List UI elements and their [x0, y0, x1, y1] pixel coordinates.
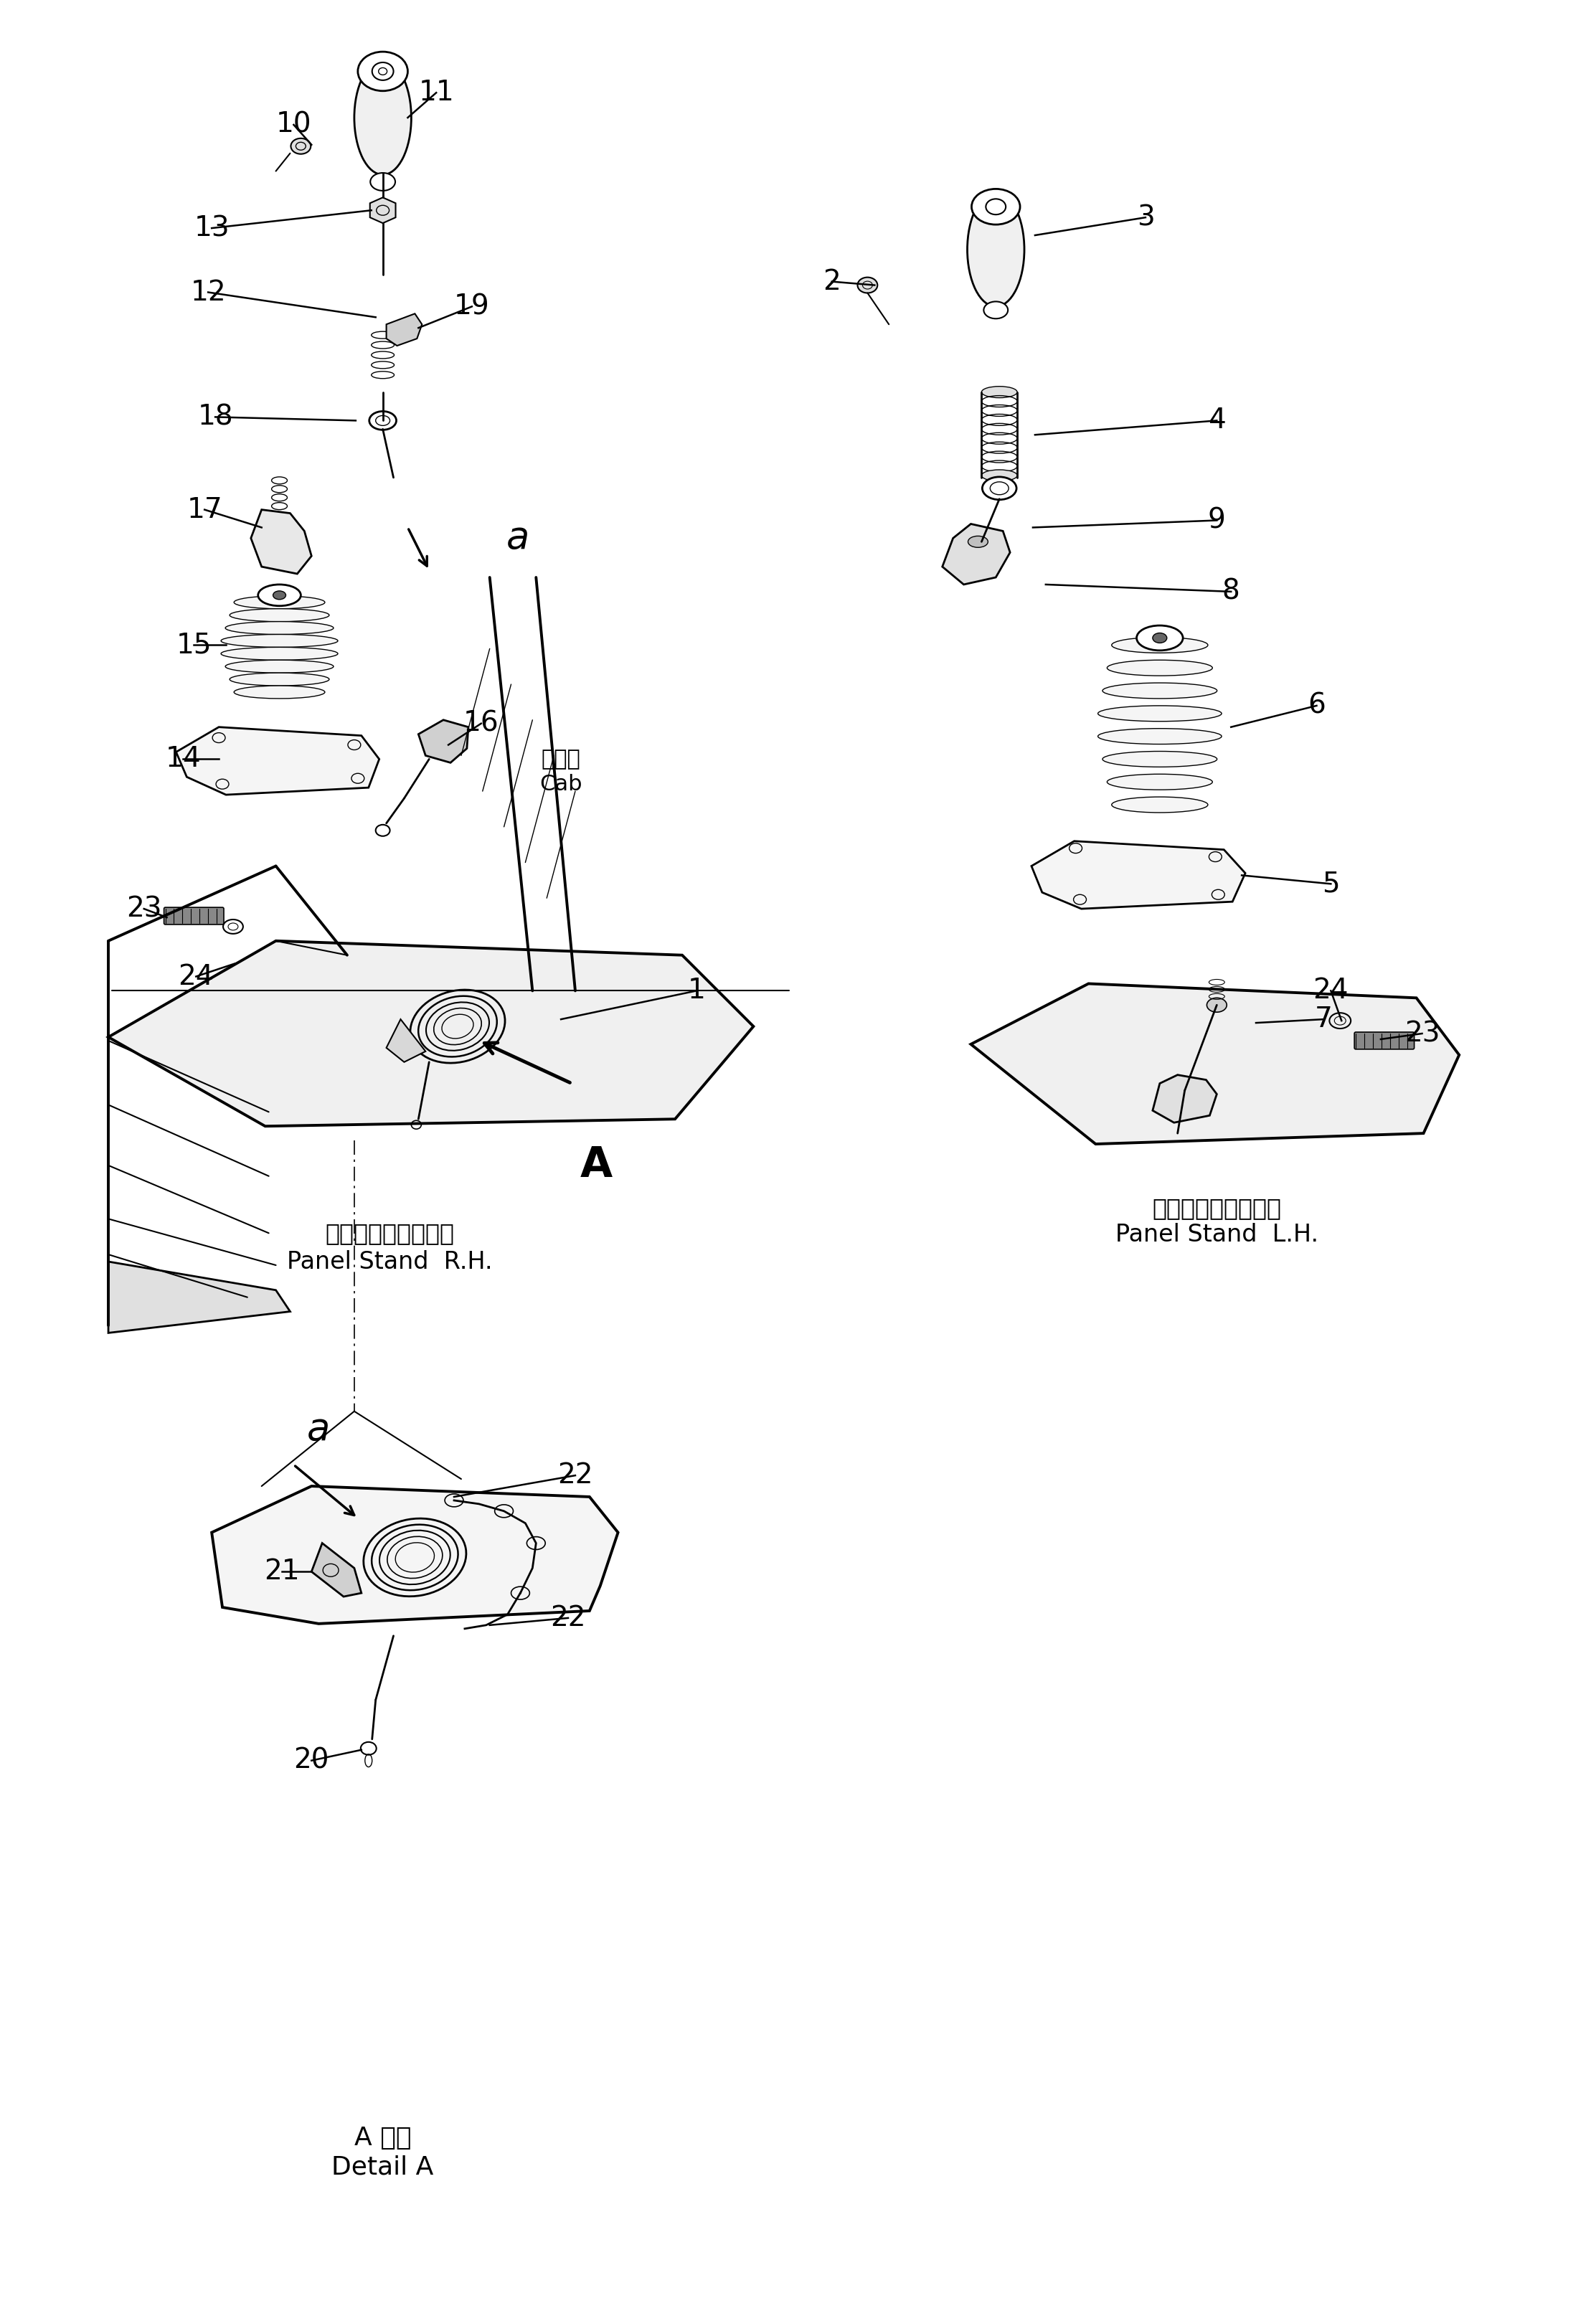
Polygon shape: [109, 1262, 290, 1333]
Ellipse shape: [354, 60, 412, 175]
Text: a: a: [506, 519, 530, 556]
Text: 14: 14: [166, 745, 201, 772]
Polygon shape: [109, 940, 753, 1126]
Ellipse shape: [358, 53, 407, 92]
Text: 15: 15: [176, 632, 212, 660]
Polygon shape: [251, 510, 311, 574]
Polygon shape: [212, 1487, 618, 1625]
Ellipse shape: [273, 591, 286, 600]
Ellipse shape: [1103, 751, 1218, 768]
Ellipse shape: [230, 673, 329, 685]
Ellipse shape: [972, 188, 1020, 225]
Ellipse shape: [967, 193, 1025, 306]
Text: 1: 1: [688, 977, 705, 1004]
Ellipse shape: [982, 469, 1017, 480]
Text: 20: 20: [294, 1746, 329, 1774]
Text: Cab: Cab: [539, 774, 583, 795]
Polygon shape: [1152, 1075, 1216, 1124]
Text: 16: 16: [463, 710, 500, 738]
Ellipse shape: [1112, 797, 1208, 813]
Polygon shape: [942, 524, 1010, 584]
Polygon shape: [386, 1020, 426, 1062]
Text: 6: 6: [1307, 692, 1326, 719]
Text: Panel Stand  L.H.: Panel Stand L.H.: [1116, 1223, 1318, 1246]
Text: キャブ: キャブ: [541, 749, 581, 770]
Text: 24: 24: [179, 963, 214, 990]
Text: 3: 3: [1136, 205, 1154, 232]
Ellipse shape: [230, 609, 329, 620]
Text: 22: 22: [557, 1462, 594, 1489]
Text: a: a: [306, 1411, 330, 1448]
Text: 23: 23: [126, 896, 161, 921]
Ellipse shape: [235, 595, 326, 609]
Ellipse shape: [1152, 632, 1167, 643]
Text: 17: 17: [187, 496, 222, 524]
FancyBboxPatch shape: [164, 908, 223, 924]
Polygon shape: [370, 198, 396, 223]
Ellipse shape: [225, 620, 334, 634]
Text: A: A: [581, 1144, 613, 1186]
Text: 10: 10: [276, 110, 311, 138]
Ellipse shape: [983, 301, 1009, 319]
Ellipse shape: [220, 648, 338, 660]
Polygon shape: [386, 313, 421, 345]
Ellipse shape: [290, 138, 311, 154]
Text: 21: 21: [263, 1558, 300, 1586]
Ellipse shape: [1112, 637, 1208, 653]
Ellipse shape: [982, 478, 1017, 499]
Text: A 詳細: A 詳細: [354, 2126, 412, 2151]
Ellipse shape: [1103, 683, 1218, 699]
Text: 4: 4: [1208, 407, 1226, 434]
Text: 2: 2: [824, 269, 841, 294]
Ellipse shape: [982, 386, 1017, 398]
Polygon shape: [418, 719, 468, 763]
Polygon shape: [1031, 841, 1245, 908]
Text: 22: 22: [551, 1604, 586, 1632]
Text: パネルスタンド　右: パネルスタンド 右: [326, 1220, 455, 1246]
Ellipse shape: [1136, 625, 1183, 650]
Text: 12: 12: [190, 278, 227, 306]
Polygon shape: [311, 1544, 361, 1597]
Text: 23: 23: [1404, 1020, 1440, 1048]
FancyBboxPatch shape: [1355, 1032, 1414, 1050]
Ellipse shape: [1098, 705, 1221, 722]
Ellipse shape: [259, 584, 300, 607]
Ellipse shape: [1108, 774, 1213, 791]
Text: 7: 7: [1315, 1007, 1333, 1032]
Ellipse shape: [1207, 997, 1227, 1011]
Ellipse shape: [969, 535, 988, 547]
Text: 18: 18: [198, 404, 233, 430]
Text: 24: 24: [1314, 977, 1349, 1004]
Ellipse shape: [1108, 660, 1213, 676]
Text: 5: 5: [1321, 871, 1339, 899]
Text: Panel Stand  R.H.: Panel Stand R.H.: [287, 1250, 493, 1273]
Polygon shape: [970, 984, 1459, 1144]
Text: 9: 9: [1208, 508, 1226, 533]
Polygon shape: [176, 726, 380, 795]
Ellipse shape: [1098, 728, 1221, 745]
Ellipse shape: [235, 685, 326, 699]
Ellipse shape: [369, 411, 396, 430]
Text: 11: 11: [418, 78, 455, 106]
Text: 13: 13: [193, 214, 230, 241]
Text: パネルスタンド　左: パネルスタンド 左: [1152, 1197, 1282, 1220]
Ellipse shape: [220, 634, 338, 648]
Ellipse shape: [370, 172, 396, 191]
Text: Detail A: Detail A: [332, 2156, 434, 2179]
Ellipse shape: [857, 278, 878, 292]
Text: 8: 8: [1223, 579, 1240, 604]
Text: 19: 19: [453, 292, 490, 319]
Ellipse shape: [225, 660, 334, 673]
